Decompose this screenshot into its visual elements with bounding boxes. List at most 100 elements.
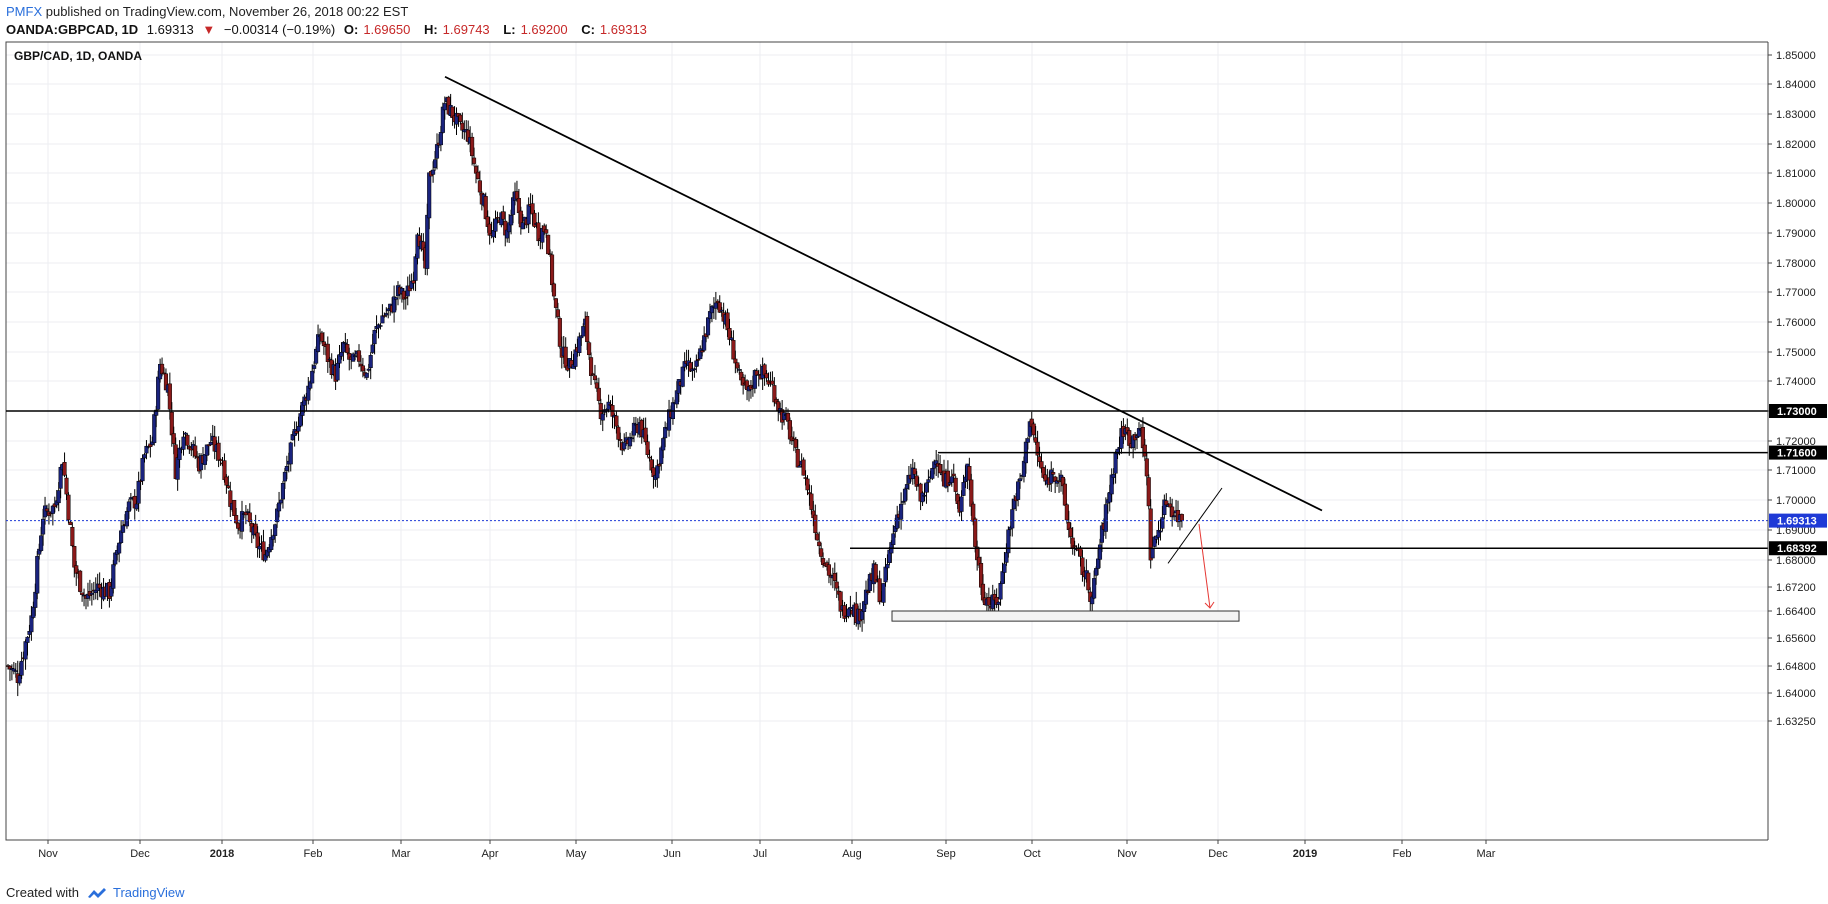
candle-body bbox=[255, 532, 260, 549]
candle-body bbox=[961, 482, 966, 496]
candle-body bbox=[546, 234, 551, 255]
candle-body bbox=[969, 479, 974, 507]
y-tick-label: 1.85000 bbox=[1776, 50, 1816, 62]
candle-body bbox=[1010, 509, 1015, 529]
price-label: 1.69313 bbox=[1777, 516, 1817, 528]
candle-body bbox=[185, 434, 190, 446]
candle-body bbox=[848, 606, 853, 610]
x-tick-label: 2018 bbox=[210, 848, 234, 860]
candle-body bbox=[846, 608, 851, 617]
y-tick-label: 1.64800 bbox=[1776, 661, 1816, 673]
candle-body bbox=[815, 533, 820, 541]
x-tick-label: Dec bbox=[130, 848, 150, 860]
tradingview-logo-icon bbox=[87, 887, 106, 898]
symbol-label[interactable]: OANDA:GBPCAD, 1D bbox=[6, 22, 139, 37]
candle-body bbox=[622, 442, 627, 450]
candle-body bbox=[1103, 504, 1108, 532]
candle-body bbox=[752, 370, 757, 389]
candle-body bbox=[809, 493, 814, 510]
wedge-line[interactable] bbox=[1167, 487, 1223, 564]
candle-body bbox=[735, 362, 740, 369]
y-axis: 1.85000 1.84000 1.83000 1.82000 1.81000 1.800… bbox=[1767, 40, 1828, 842]
candle-body bbox=[425, 214, 430, 269]
candle-body bbox=[509, 215, 514, 226]
candle-body bbox=[177, 447, 182, 460]
candles bbox=[5, 93, 1184, 697]
candle-body bbox=[175, 457, 180, 480]
candle-body bbox=[136, 480, 141, 504]
candle-body bbox=[817, 541, 822, 547]
candle-body bbox=[183, 432, 188, 435]
candle-body bbox=[310, 370, 315, 384]
candle-body bbox=[938, 464, 943, 474]
candle-body bbox=[117, 542, 122, 554]
candle-body bbox=[953, 477, 958, 492]
candle-body bbox=[140, 458, 145, 482]
publish-info: published on TradingView.com, November 2… bbox=[42, 4, 409, 19]
x-tick-label: Dec bbox=[1208, 848, 1228, 860]
candle-body bbox=[124, 511, 130, 527]
candle-body bbox=[577, 336, 582, 353]
candle-body bbox=[78, 570, 83, 592]
candle-body bbox=[351, 353, 356, 362]
candle-body bbox=[951, 473, 956, 477]
x-tick-label: Mar bbox=[1477, 848, 1496, 860]
price-chart[interactable]: 1.85000 1.84000 1.83000 1.82000 1.81000 1.800… bbox=[0, 40, 1828, 870]
candle-body bbox=[1025, 438, 1030, 443]
candle-body bbox=[860, 610, 865, 620]
price-label: 1.68392 bbox=[1777, 543, 1817, 555]
candle-body bbox=[356, 350, 362, 362]
y-tick-label: 1.68000 bbox=[1776, 555, 1816, 567]
price-label: 1.73000 bbox=[1777, 406, 1817, 418]
grid bbox=[6, 42, 1768, 840]
candle-body bbox=[891, 533, 896, 545]
y-tick-label: 1.83000 bbox=[1776, 109, 1816, 121]
candle-body bbox=[154, 409, 159, 416]
x-tick-label: Feb bbox=[304, 848, 323, 860]
candle-body bbox=[319, 332, 324, 342]
last-price: 1.69313 bbox=[146, 22, 194, 37]
candle-body bbox=[472, 157, 477, 164]
candle-body bbox=[89, 592, 94, 595]
candle-body bbox=[694, 360, 699, 367]
x-tick-label: Sep bbox=[936, 848, 956, 860]
candle-body bbox=[232, 499, 237, 516]
candle-body bbox=[384, 313, 389, 316]
candle-body bbox=[193, 445, 198, 457]
projection-arrow[interactable] bbox=[1198, 523, 1211, 609]
publisher-link[interactable]: PMFX bbox=[6, 4, 43, 19]
candle-body bbox=[493, 218, 498, 232]
candle-body bbox=[413, 256, 418, 281]
candle-body bbox=[532, 212, 537, 227]
y-tick-label: 1.70000 bbox=[1776, 495, 1816, 507]
price-label-box bbox=[1769, 445, 1827, 460]
candle-body bbox=[737, 369, 742, 371]
candle-body bbox=[819, 548, 824, 557]
candle-body bbox=[495, 217, 500, 219]
candle-body bbox=[692, 368, 697, 370]
candle-body bbox=[282, 471, 287, 482]
trendline[interactable] bbox=[444, 75, 1323, 512]
tradingview-link[interactable]: TradingView bbox=[112, 885, 185, 900]
candle-body bbox=[433, 159, 438, 169]
publish-line: PMFX published on TradingView.com, Novem… bbox=[6, 4, 408, 19]
low-label: L: bbox=[503, 22, 516, 37]
candle-body bbox=[58, 466, 63, 489]
candle-body bbox=[70, 527, 75, 547]
y-tick-label: 1.72000 bbox=[1776, 436, 1816, 448]
candle-body bbox=[1033, 437, 1038, 443]
candle-body bbox=[581, 326, 586, 337]
chart-container[interactable]: 1.85000 1.84000 1.83000 1.82000 1.81000 1.800… bbox=[0, 40, 1828, 875]
candle-body bbox=[460, 122, 465, 131]
candle-body bbox=[142, 454, 147, 459]
candle-body bbox=[600, 413, 605, 421]
candle-body bbox=[353, 355, 358, 357]
candle-body bbox=[901, 501, 906, 503]
candle-body bbox=[770, 380, 775, 385]
target-zone[interactable] bbox=[891, 610, 1240, 622]
candle-body bbox=[949, 476, 954, 483]
candle-body bbox=[924, 482, 929, 493]
candle-body bbox=[729, 337, 734, 340]
candle-body bbox=[706, 317, 711, 336]
candle-body bbox=[31, 606, 36, 618]
